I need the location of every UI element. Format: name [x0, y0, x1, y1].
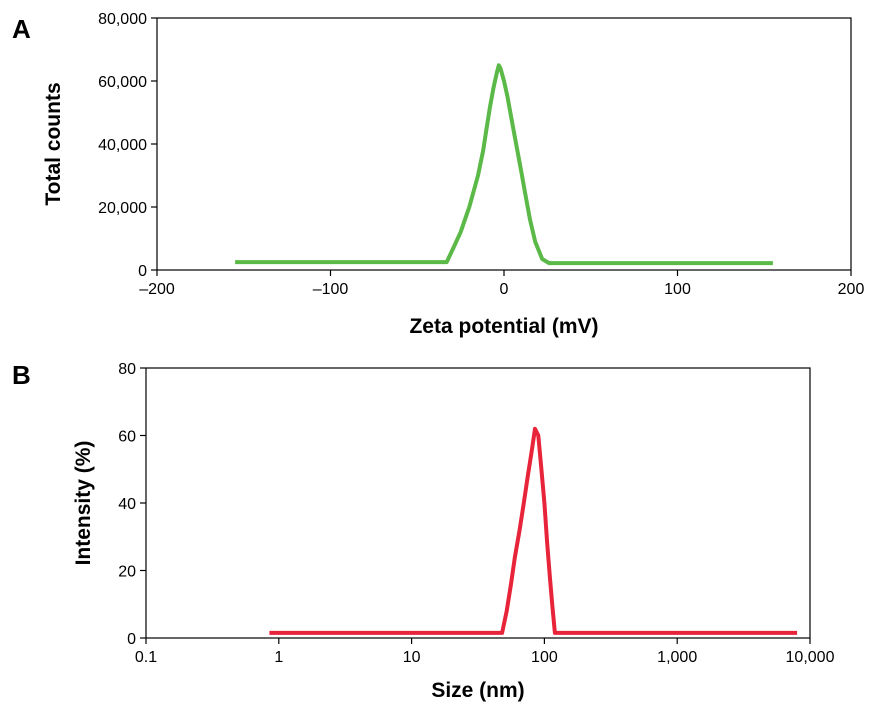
panel-a-y-tick-label: 40,000 — [98, 137, 147, 154]
panel-b-y-tick-label: 0 — [127, 631, 136, 648]
panel-a-letter: A — [12, 14, 31, 44]
panel-b-series — [269, 426, 798, 635]
panel-b-x-tick-label: 1 — [274, 649, 283, 666]
panel-a-y-axis-title: Total counts — [42, 82, 65, 205]
panel-a-y-tick-label: 80,000 — [98, 11, 147, 28]
panel-b-plot-frame — [145, 367, 811, 639]
panel-b-x-axis-title: Size (nm) — [431, 679, 524, 702]
panel-a-x-tick-label: 0 — [500, 281, 509, 298]
panel-b-x-tick-label: 100 — [531, 649, 558, 666]
panel-a-x-tick-label: 200 — [838, 281, 865, 298]
panel-a-series-line — [235, 63, 773, 266]
panel-a-ticks: –200 –100 0 100 200 0 20,000 40,000 60,000 80,000 — [98, 11, 864, 298]
panel-b-y-tick-label: 60 — [118, 429, 136, 446]
panel-b-x-tick-label: 10 — [403, 649, 421, 666]
panel-b-y-tick-label: 20 — [118, 564, 136, 581]
panel-b-y-axis-title: Intensity (%) — [72, 441, 95, 566]
panel-a-x-tick-label: 100 — [664, 281, 691, 298]
panel-a: A –200 –100 0 100 200 0 20,000 40,000 60,000 80,0… — [12, 11, 864, 338]
panel-a-plot-frame — [156, 17, 852, 271]
panel-b-y-tick-label: 80 — [118, 361, 136, 378]
panel-a-series — [235, 63, 773, 266]
panel-b-x-tick-label: 10,000 — [786, 649, 835, 666]
panel-b-ticks: 0.1 1 10 100 1,000 10,000 0 20 40 60 80 — [118, 361, 834, 666]
panel-a-x-axis-title: Zeta potential (mV) — [409, 315, 598, 338]
panel-a-y-tick-label: 0 — [138, 263, 147, 280]
panel-b-letter: B — [12, 360, 31, 390]
panel-b-y-tick-label: 40 — [118, 496, 136, 513]
panel-b-x-tick-label: 0.1 — [135, 649, 157, 666]
panel-a-y-tick-label: 20,000 — [98, 200, 147, 217]
panel-a-x-tick-label: –200 — [139, 281, 175, 298]
panel-b: B 0.1 1 10 100 1,000 10,000 0 20 40 60 80 Size (nm… — [12, 360, 835, 702]
panel-a-y-tick-label: 60,000 — [98, 74, 147, 91]
panel-b-x-tick-label: 1,000 — [657, 649, 697, 666]
panel-b-series-line — [269, 426, 798, 635]
panel-a-x-tick-label: –100 — [313, 281, 349, 298]
